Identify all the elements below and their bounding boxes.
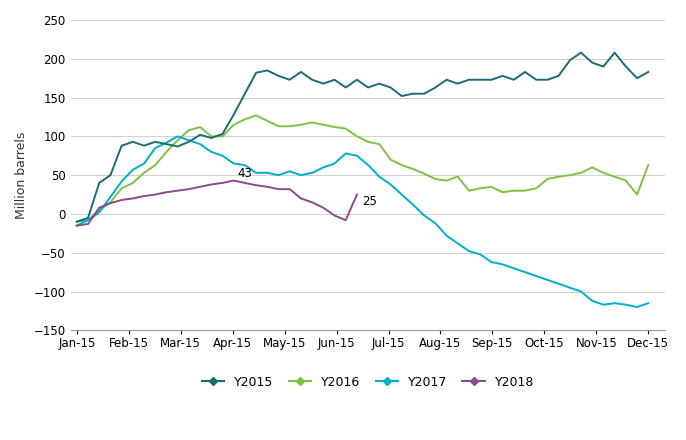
Y2018 [185, 187, 193, 192]
Y2017 [644, 301, 652, 306]
Y2018 [252, 183, 260, 188]
Text: 43: 43 [237, 167, 252, 180]
Y2018 [241, 180, 249, 186]
Y2015 [420, 91, 428, 96]
Y2018 [207, 182, 215, 187]
Y2018 [285, 187, 294, 192]
Y2016 [611, 174, 619, 180]
Y2015 [644, 70, 652, 75]
Y2016 [117, 186, 126, 191]
Y2015 [117, 143, 126, 148]
Y2017 [285, 169, 294, 174]
Y2018 [163, 190, 171, 195]
Y2018 [84, 221, 92, 227]
Line: Y2017: Y2017 [77, 136, 648, 307]
Y2017 [73, 223, 81, 228]
Y2018 [274, 187, 283, 192]
Y2016 [252, 113, 260, 118]
Line: Y2016: Y2016 [77, 115, 648, 222]
Y2018 [174, 188, 182, 193]
Y2015 [577, 50, 585, 55]
Y2015 [611, 50, 619, 55]
Y2018 [196, 184, 204, 190]
Y2018 [297, 196, 305, 201]
Y2016 [73, 219, 81, 224]
Y2017 [174, 134, 182, 139]
Y2018 [353, 192, 361, 197]
Y2015 [73, 219, 81, 224]
Y2017 [633, 304, 641, 310]
Y2018 [140, 194, 148, 199]
Y2016 [453, 174, 462, 180]
Y2015 [342, 85, 350, 90]
Y2018 [218, 180, 226, 186]
Y2017 [386, 182, 394, 187]
Line: Y2018: Y2018 [77, 180, 357, 226]
Y2015 [442, 77, 451, 82]
Y2017 [453, 241, 462, 246]
Y-axis label: Million barrels: Million barrels [15, 132, 28, 219]
Y2018 [319, 205, 327, 210]
Y2018 [308, 200, 316, 205]
Y2017 [431, 220, 440, 226]
Y2016 [285, 124, 294, 129]
Y2016 [353, 134, 361, 139]
Y2018 [151, 192, 159, 197]
Y2016 [431, 176, 440, 182]
Y2018 [263, 184, 272, 190]
Y2018 [230, 178, 238, 183]
Y2018 [129, 196, 137, 201]
Legend: Y2015, Y2016, Y2017, Y2018: Y2015, Y2016, Y2017, Y2018 [198, 372, 538, 392]
Y2018 [106, 201, 115, 206]
Y2017 [117, 179, 126, 184]
Line: Y2015: Y2015 [77, 53, 648, 222]
Y2018 [73, 223, 81, 228]
Y2018 [95, 205, 104, 210]
Y2017 [353, 153, 361, 158]
Y2016 [644, 162, 652, 168]
Text: 25: 25 [362, 195, 377, 208]
Y2018 [331, 213, 339, 218]
Y2018 [342, 217, 350, 223]
Y2015 [274, 73, 283, 78]
Y2018 [117, 198, 126, 203]
